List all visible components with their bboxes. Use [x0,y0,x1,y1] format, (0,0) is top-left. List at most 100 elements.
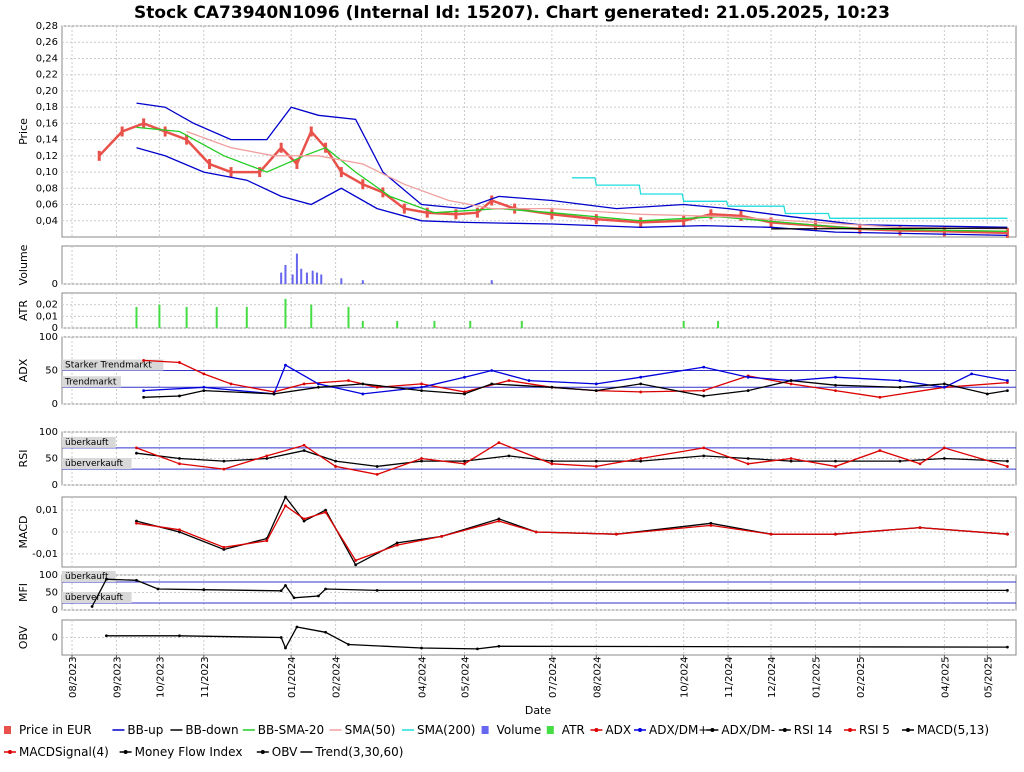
candle [163,126,167,137]
y-tick-label: 0 [52,399,58,410]
point-dm_minus [463,392,466,396]
point-rsi14 [222,459,226,463]
point-dm_minus [178,394,181,398]
bar-volume [284,265,287,284]
point-rsi14 [135,451,138,455]
candle [295,158,299,169]
x-tick-label: 08/2024 [592,656,603,698]
legend-item: ADX/DM- [706,723,775,737]
point-macd [284,495,287,499]
bar-atr [717,321,720,328]
bar-atr [158,304,161,328]
series-line-sma200 [571,177,1008,219]
bar-volume [315,272,318,284]
y-axis-label: ADX [17,358,30,382]
legend-item: ATR [546,723,585,737]
bar-volume [295,253,298,284]
point-dm_plus [142,389,146,392]
bar-volume [340,278,343,284]
y-tick-label: 0 [52,527,58,538]
point-rsi14 [702,454,706,458]
point-adx [1006,381,1009,384]
reference-label: Trendmarkt [64,377,117,387]
candle [229,167,233,178]
legend-label: ADX [605,723,631,737]
y-axis-label: MFI [17,583,30,602]
point-dm_plus [317,382,320,386]
legend-marker [638,728,642,732]
legend-item: Price in EUR [4,723,92,737]
point-adx [420,382,423,386]
legend-label: ADX/DM- [721,723,775,737]
legend-item: SMA(200) [402,723,475,737]
point-rsi14 [594,459,598,463]
x-tick-label: 04/2025 [940,656,951,698]
reference-label: Starker Trendmarkt [65,361,152,371]
series-line-rsi14 [136,449,1008,468]
series-line-dm_plus [143,364,1008,395]
candle [550,209,554,220]
point-rsi14 [420,459,423,463]
point-macd_signal [178,528,181,532]
point-macd_signal [497,519,501,523]
point-macd_signal [222,545,226,549]
point-obv [324,630,327,634]
point-dm_minus [789,379,793,382]
x-tick-label: 11/2024 [724,656,735,698]
point-macd_signal [324,510,327,514]
candle [208,158,212,169]
y-tick-label: 0,12 [36,151,58,162]
legend-marker [906,728,910,732]
y-axis-label: OBV [17,625,30,649]
point-rsi5 [375,473,379,476]
series-line-mfi [91,578,1008,607]
point-dm_plus [970,372,973,376]
x-tick-label: 11/2023 [200,656,211,698]
point-obv [295,625,299,629]
point-mfi [375,589,379,592]
bar-volume [320,274,323,284]
point-dm_minus [420,389,423,392]
y-axis-label: MACD [17,516,30,549]
point-dm_plus [463,375,466,379]
point-rsi5 [265,454,269,458]
bar-volume [361,280,364,284]
y-axis-label: Volume [17,244,30,285]
y-tick-label: 0,10 [36,167,58,178]
y-tick-label: 100 [39,332,58,343]
candle [185,134,189,145]
bar-volume [311,270,314,284]
point-macd_signal [918,526,922,530]
point-adx [178,361,181,364]
point-dm_plus [202,385,206,389]
series-line-macd_signal [136,504,1008,562]
point-mfi [156,587,160,591]
series-line-bb_down [136,147,1008,237]
x-tick-label: 10/2024 [680,656,691,698]
y-tick-label: 0,02 [36,300,58,311]
x-tick-label: 01/2024 [287,656,298,698]
legend-item: MACDSignal(4) [4,745,109,759]
point-adx [463,390,466,394]
legend-label: MACD(5,13) [917,723,989,737]
legend-marker [782,728,787,732]
panel-frame [61,292,1017,329]
legend-item: ADX [590,723,631,737]
point-dm_minus [361,382,365,386]
candle [594,214,598,225]
point-mfi [324,587,327,591]
candle [454,209,458,220]
point-mfi [90,605,94,608]
point-mfi [279,589,283,593]
y-tick-label: 0 [52,633,58,644]
point-rsi14 [898,459,902,463]
point-dm_plus [490,369,494,372]
y-tick-label: 0 [52,323,58,334]
point-rsi5 [463,462,466,466]
candle [97,150,101,161]
point-rsi14 [746,457,750,460]
legend-label: MACDSignal(4) [19,745,109,759]
x-tick-label: 05/2024 [461,656,472,698]
candle [769,217,773,228]
legend-item: MACD(5,13) [902,723,989,737]
